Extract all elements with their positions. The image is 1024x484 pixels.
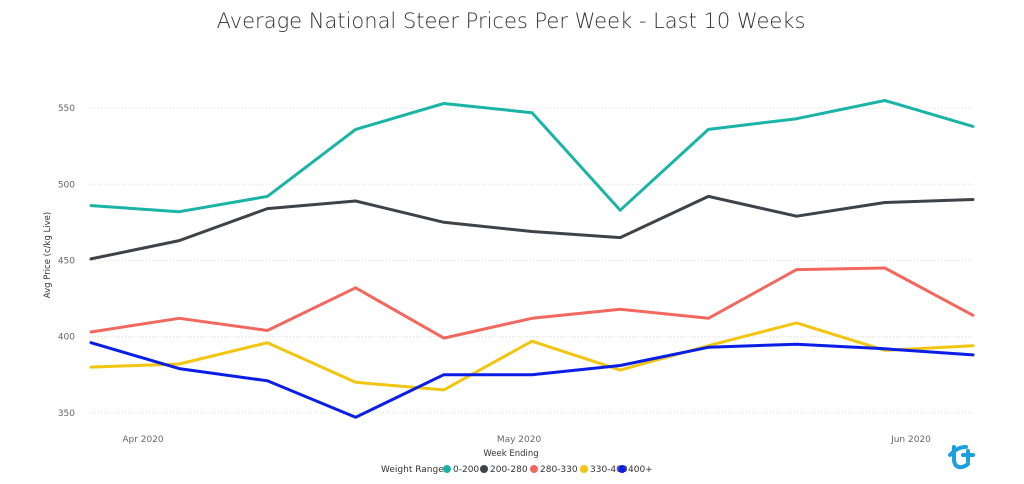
legend-title: Weight Range — [381, 465, 444, 475]
chart-title: Average National Steer Prices Per Week -… — [217, 9, 806, 33]
x-axis-ticks: Apr 2020 May 2020 Jun 2020 — [122, 435, 931, 445]
y-tick-label: 450 — [58, 256, 75, 266]
brand-logo — [948, 445, 975, 470]
gridlines — [89, 107, 974, 414]
legend-label: 400+ — [628, 465, 653, 475]
legend-items: 0-200 200-280 280-330 330-400 400+ — [443, 465, 653, 475]
legend-label: 200-280 — [490, 465, 528, 475]
legend-label: 280-330 — [540, 465, 578, 475]
x-tick-label: Apr 2020 — [122, 435, 164, 445]
legend-marker — [443, 465, 451, 473]
legend-marker — [580, 465, 588, 473]
y-tick-label: 400 — [58, 333, 75, 343]
series-line-330-400 — [89, 321, 975, 392]
y-axis-title: Avg Price (c/kg Live) — [43, 212, 53, 298]
x-axis-title: Week Ending — [483, 449, 538, 459]
y-axis-ticks: 350 400 450 500 550 — [58, 104, 75, 419]
y-tick-label: 350 — [58, 409, 75, 419]
legend-marker — [530, 465, 538, 473]
series-line-280-330 — [89, 266, 975, 340]
series-lines — [89, 99, 975, 419]
series-line-400+ — [89, 341, 975, 419]
series-line-200-280 — [89, 194, 975, 261]
x-tick-label: Jun 2020 — [890, 435, 931, 445]
series-line-0-200 — [89, 99, 975, 214]
legend-label: 0-200 — [453, 465, 479, 475]
legend-marker — [618, 465, 626, 473]
y-tick-label: 550 — [58, 104, 75, 114]
legend-label: 330-400 — [590, 465, 628, 475]
x-tick-label: May 2020 — [497, 435, 542, 445]
legend: Weight Range 0-200 200-280 280-330 330-400 4… — [381, 465, 653, 475]
legend-marker — [480, 465, 488, 473]
brand-logo-mark — [948, 445, 975, 470]
y-tick-label: 500 — [58, 180, 75, 190]
